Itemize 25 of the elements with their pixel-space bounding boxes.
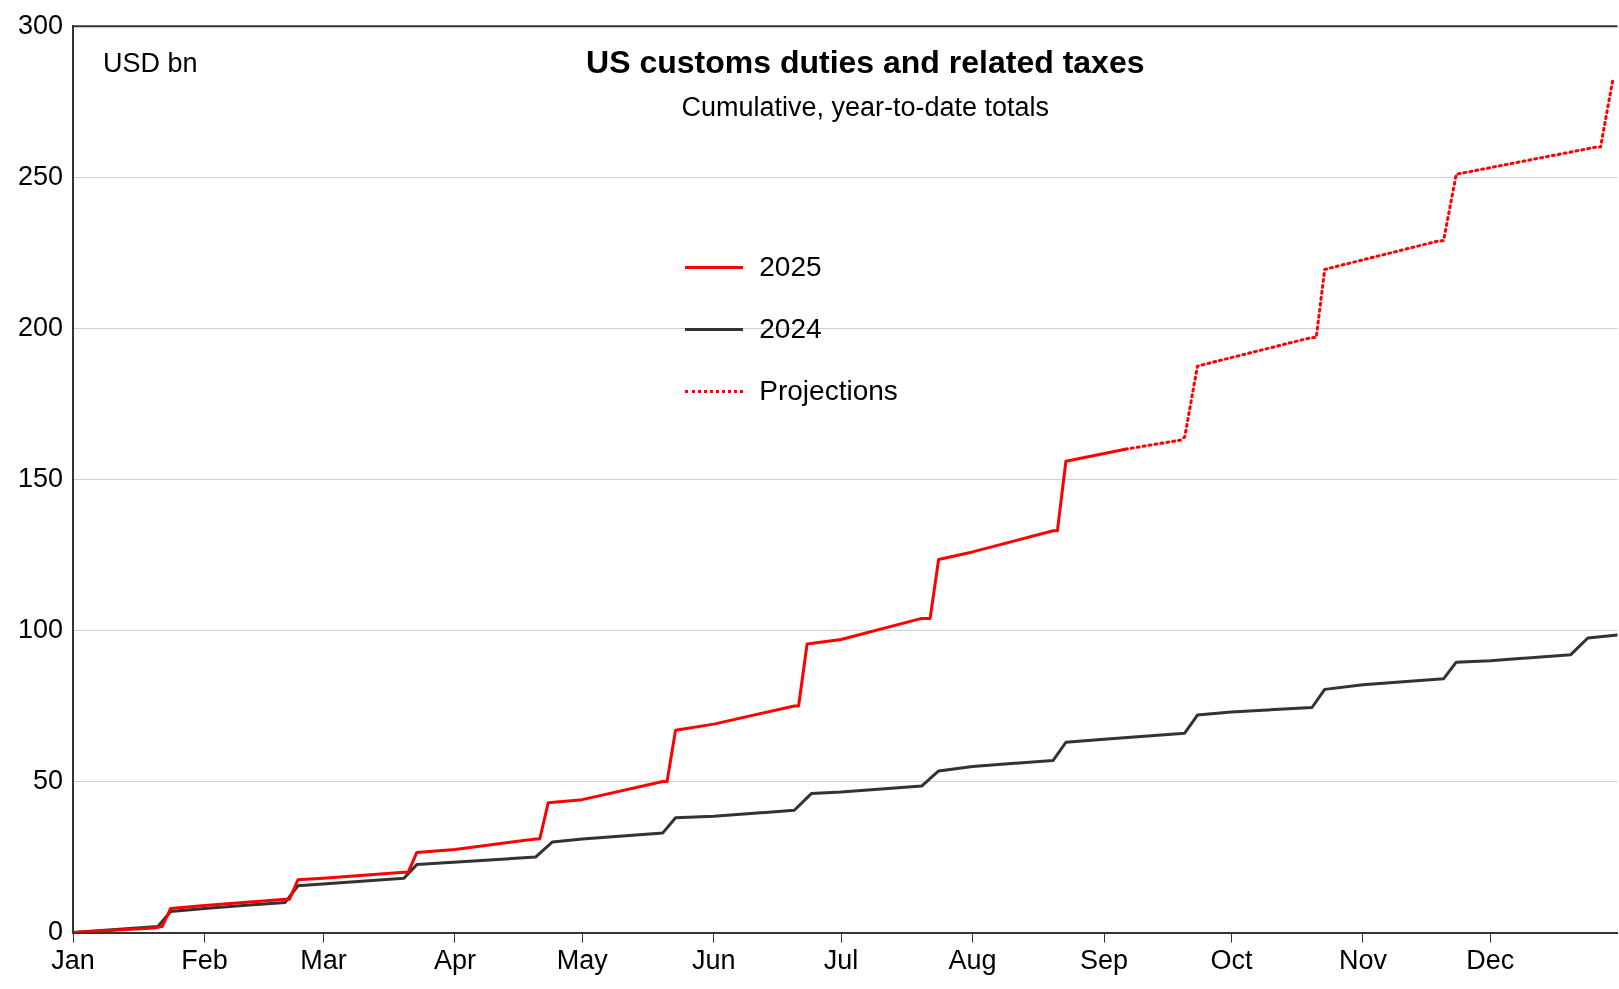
x-tick-label: Nov: [1338, 945, 1388, 976]
y-tick-label: 250: [17, 160, 64, 191]
y-tick-label: 300: [17, 9, 64, 40]
legend-label: 2025: [759, 251, 822, 284]
y-tick-label: 100: [17, 613, 64, 644]
text: US customs duties and related taxes: [586, 44, 1145, 82]
x-tick-label: Jun: [691, 945, 736, 976]
x-tick-label: Sep: [1080, 945, 1129, 976]
x-tick-label: Mar: [300, 945, 347, 976]
y-tick-label: 150: [17, 462, 64, 493]
x-tick-label: Dec: [1466, 945, 1515, 976]
y-axis-title: USD bn: [103, 48, 198, 80]
x-tick-label: Aug: [948, 945, 997, 976]
y-tick-label: 200: [17, 311, 64, 342]
x-tick-label: May: [556, 945, 609, 976]
x-tick-label: Feb: [181, 945, 228, 976]
x-tick-label: Jan: [51, 945, 95, 976]
x-tick-label: Apr: [433, 945, 476, 976]
y-tick-label: 50: [33, 764, 64, 795]
legend-label: Projections: [759, 375, 898, 408]
x-tick-label: Jul: [823, 945, 859, 976]
legend-label: 2024: [759, 313, 822, 346]
y-tick-label: 0: [48, 916, 64, 947]
text: Cumulative, year-to-date totals: [681, 92, 1050, 124]
x-tick-label: Oct: [1210, 945, 1253, 976]
